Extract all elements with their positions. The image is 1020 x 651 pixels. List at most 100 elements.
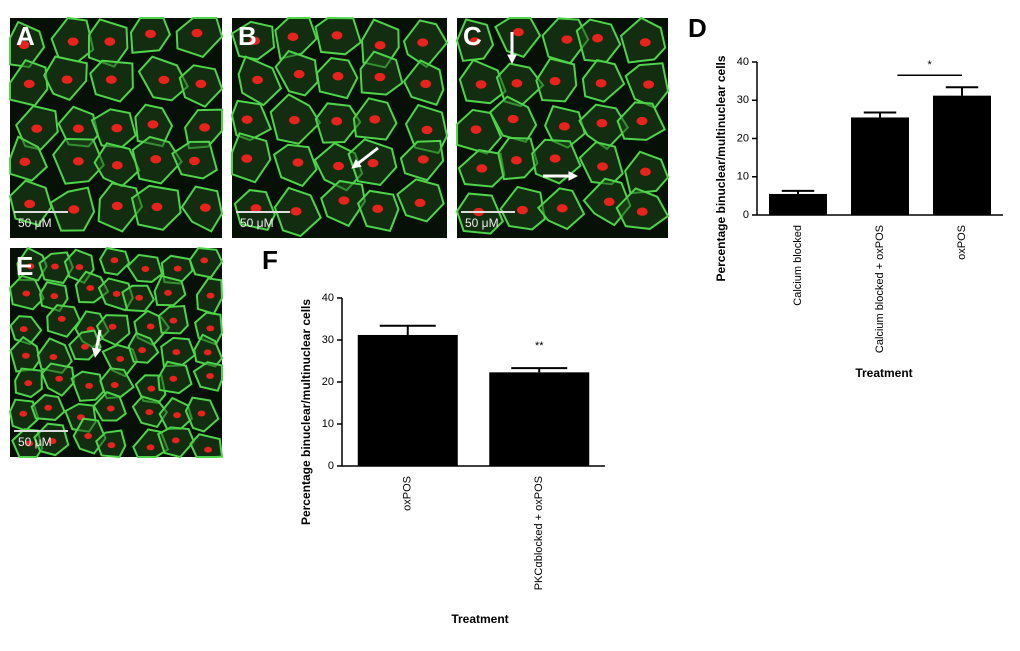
nucleus: [556, 204, 568, 213]
micrograph: C 50 μM: [455, 16, 670, 238]
nucleus: [206, 325, 215, 332]
cell-outline: [189, 433, 224, 458]
nucleus: [241, 154, 253, 163]
nucleus: [146, 444, 155, 451]
nucleus: [516, 205, 528, 215]
nucleus: [105, 75, 117, 84]
bar: [769, 193, 827, 215]
bar: [357, 334, 458, 466]
nucleus: [31, 124, 43, 133]
nucleus: [171, 437, 180, 444]
y-tick-label: 0: [328, 460, 334, 472]
arrow: [94, 329, 102, 353]
nucleus: [596, 119, 608, 128]
arrow-head: [351, 159, 362, 169]
nucleus: [469, 37, 481, 46]
micrograph: E 50 μM: [8, 246, 224, 459]
arrow-head: [568, 171, 578, 181]
nucleus: [135, 294, 144, 301]
nucleus: [417, 155, 429, 164]
nucleus: [104, 37, 116, 46]
scale-bar-label: 50 μM: [240, 216, 274, 230]
scale-bar-label: 50 μM: [18, 435, 52, 449]
nucleus: [81, 343, 89, 350]
y-tick-label: 10: [737, 171, 749, 183]
nucleus: [367, 158, 379, 168]
nucleus: [249, 36, 261, 46]
nucleus: [374, 41, 386, 50]
nucleus: [55, 375, 64, 382]
scale-bar-label: 50 μM: [465, 216, 499, 230]
arrow-head: [91, 347, 102, 358]
nucleus: [150, 155, 162, 164]
nucleus: [206, 373, 214, 380]
nucleus: [68, 205, 80, 214]
nucleus: [22, 290, 31, 297]
nucleus: [510, 156, 522, 165]
nucleus: [191, 28, 203, 38]
panel-letter: F: [262, 245, 278, 275]
nucleus: [199, 123, 211, 132]
nucleus: [206, 292, 215, 299]
nucleus: [110, 257, 119, 264]
bar: [851, 117, 909, 215]
nucleus: [164, 289, 172, 296]
bar: [933, 95, 991, 215]
nucleus: [250, 204, 262, 213]
nucleus: [24, 199, 36, 209]
nucleus: [85, 382, 94, 389]
arrow-head: [507, 54, 517, 64]
x-tick-label: oxPOS: [402, 476, 414, 511]
nucleus: [333, 161, 344, 171]
nucleus: [512, 27, 524, 37]
nucleus: [338, 196, 350, 205]
nucleus: [288, 115, 300, 125]
x-axis-label: Treatment: [451, 612, 508, 626]
nucleus: [145, 409, 154, 416]
nucleus: [57, 315, 66, 322]
x-tick-label: Calcium blocked + oxPOS: [874, 225, 886, 353]
y-axis-label: Percentage binuclear/multinuclear cells: [714, 55, 728, 281]
nucleus: [19, 326, 28, 333]
y-axis-label: Percentage binuclear/multinuclear cells: [299, 299, 313, 525]
nucleus: [158, 75, 170, 85]
nucleus: [643, 80, 655, 89]
nucleus: [145, 29, 156, 39]
nucleus: [72, 124, 84, 133]
nucleus: [22, 352, 30, 359]
nucleus: [549, 77, 561, 86]
scale-bar-label: 50 μM: [18, 216, 52, 230]
nucleus: [332, 72, 344, 81]
nucleus: [595, 79, 607, 88]
cell-outline: [175, 17, 224, 59]
nucleus: [147, 385, 156, 392]
nucleus: [116, 355, 125, 362]
y-tick-label: 10: [322, 418, 334, 430]
x-axis-label: Treatment: [855, 366, 912, 380]
nucleus: [44, 404, 53, 411]
panel-letter: B: [238, 21, 257, 51]
significance-label: *: [928, 59, 933, 71]
nucleus: [204, 446, 212, 453]
nucleus: [636, 207, 648, 216]
nucleus: [636, 116, 648, 126]
nucleus: [203, 349, 212, 356]
nucleus: [106, 405, 115, 412]
nucleus: [549, 154, 561, 163]
nucleus: [331, 117, 343, 126]
nucleus: [107, 442, 116, 449]
nucleus: [592, 34, 604, 43]
nucleus: [188, 156, 200, 166]
nucleus: [331, 31, 343, 40]
y-tick-label: 30: [737, 94, 749, 106]
nucleus: [111, 124, 123, 133]
nucleus: [49, 354, 58, 361]
y-tick-label: 30: [322, 334, 334, 346]
nucleus: [173, 265, 182, 272]
panel-letter: C: [463, 21, 482, 51]
nucleus: [293, 69, 305, 79]
nucleus: [110, 382, 119, 389]
nucleus: [75, 264, 84, 271]
nucleus: [374, 72, 386, 82]
nucleus: [292, 158, 304, 167]
